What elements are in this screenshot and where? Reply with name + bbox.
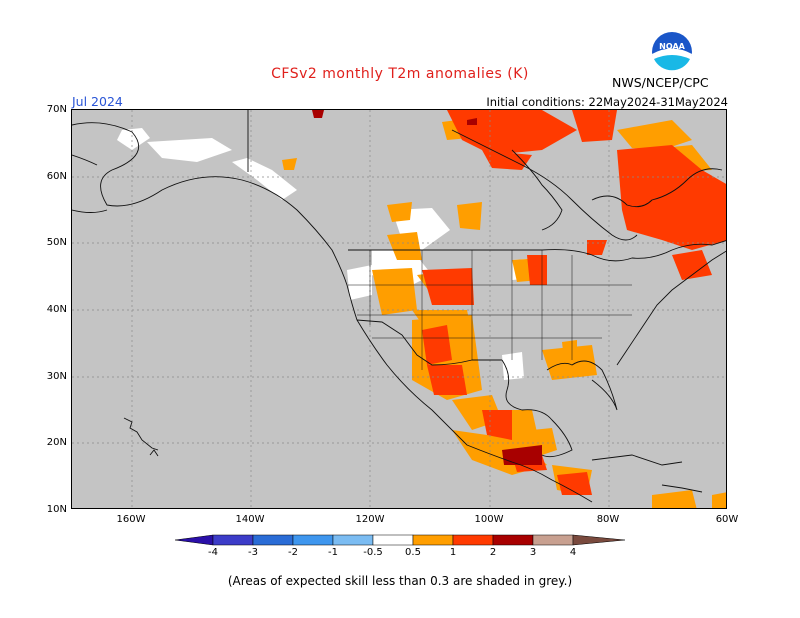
lon-tick-80w: 80W bbox=[596, 514, 620, 525]
lon-tick-60w: 60W bbox=[715, 514, 739, 525]
lon-tick-140w: 140W bbox=[235, 514, 265, 525]
colorbar-cell-05-1 bbox=[412, 534, 454, 546]
colorbar-cell-neg4-neg3 bbox=[212, 534, 254, 546]
colorbar bbox=[170, 532, 630, 551]
colorbar-cell-above-4 bbox=[572, 534, 626, 546]
colorbar-label: -0.5 bbox=[363, 547, 383, 558]
colorbar-label: 3 bbox=[529, 547, 537, 558]
colorbar-label: 1 bbox=[449, 547, 457, 558]
anomaly-map bbox=[71, 109, 727, 509]
lat-tick-20n: 20N bbox=[46, 437, 67, 448]
colorbar-cell-below-neg4 bbox=[174, 534, 214, 546]
colorbar-label: -2 bbox=[288, 547, 298, 558]
coastlines bbox=[72, 110, 726, 503]
lat-tick-10n: 10N bbox=[46, 504, 67, 515]
chart-title: CFSv2 monthly T2m anomalies (K) bbox=[271, 66, 529, 82]
lat-tick-60n: 60N bbox=[46, 171, 67, 182]
noaa-logo-text: NOAA bbox=[659, 42, 685, 51]
lon-tick-160w: 160W bbox=[116, 514, 146, 525]
initial-conditions: Initial conditions: 22May2024-31May2024 bbox=[486, 95, 728, 109]
colorbar-label: 0.5 bbox=[405, 547, 421, 558]
noaa-logo: NOAA bbox=[651, 31, 693, 74]
colorbar-cell-1-2 bbox=[452, 534, 494, 546]
colorbar-cell-neg2-neg1 bbox=[292, 534, 334, 546]
map-canvas bbox=[72, 110, 726, 508]
agency-label: NWS/NCEP/CPC bbox=[612, 75, 709, 90]
colorbar-cell-neutral bbox=[372, 534, 414, 546]
colorbar-label: -4 bbox=[208, 547, 218, 558]
lat-tick-70n: 70N bbox=[46, 104, 67, 115]
colorbar-cell-2-3 bbox=[492, 534, 534, 546]
lat-tick-40n: 40N bbox=[46, 304, 67, 315]
colorbar-label: -1 bbox=[328, 547, 338, 558]
colorbar-label: 4 bbox=[569, 547, 577, 558]
colorbar-label: -3 bbox=[248, 547, 258, 558]
lat-tick-50n: 50N bbox=[46, 237, 67, 248]
colorbar-cell-neg1-neg05 bbox=[332, 534, 374, 546]
lat-tick-30n: 30N bbox=[46, 371, 67, 382]
lon-tick-100w: 100W bbox=[474, 514, 504, 525]
footnote: (Areas of expected skill less than 0.3 a… bbox=[227, 574, 573, 588]
darkred-anomaly-areas bbox=[312, 110, 542, 465]
forecast-month: Jul 2024 bbox=[72, 94, 123, 109]
state-borders bbox=[348, 250, 632, 370]
colorbar-cell-neg3-neg2 bbox=[252, 534, 294, 546]
colorbar-label: 2 bbox=[489, 547, 497, 558]
colorbar-cell-3-4 bbox=[532, 534, 574, 546]
lon-tick-120w: 120W bbox=[355, 514, 385, 525]
